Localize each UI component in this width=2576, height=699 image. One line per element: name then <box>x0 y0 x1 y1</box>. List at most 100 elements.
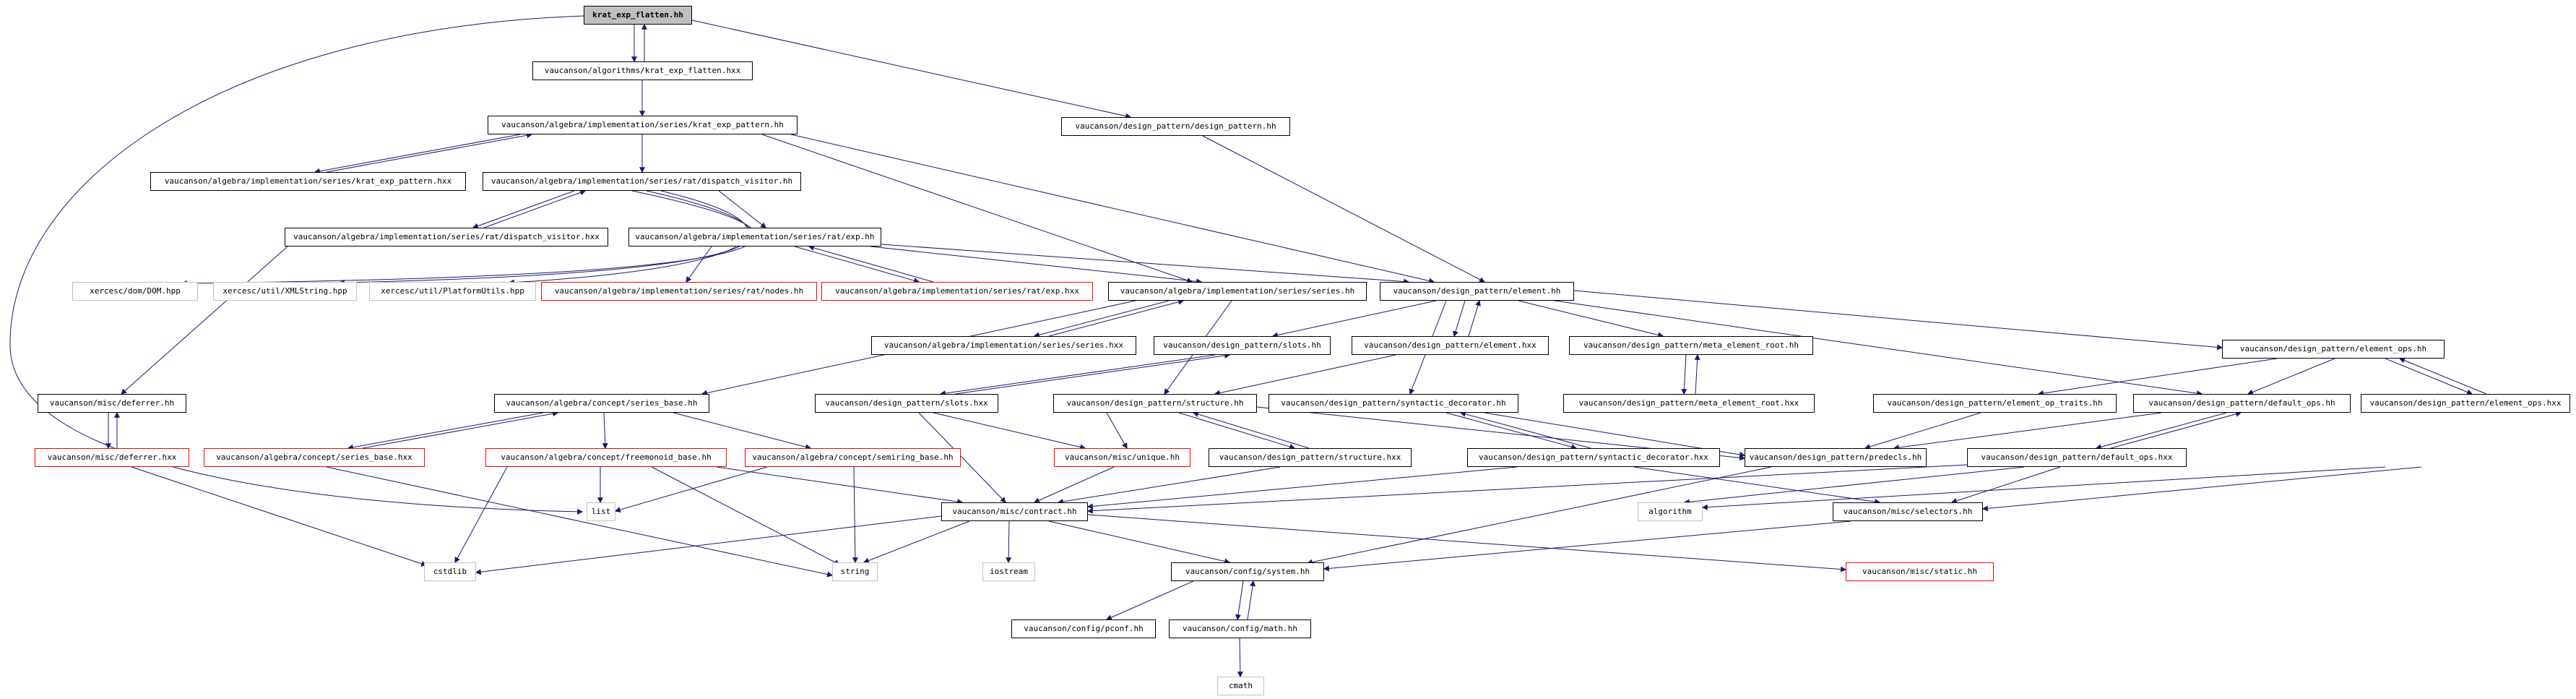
graph-node-meta_root_hh[interactable]: vaucanson/design_pattern/meta_element_ro… <box>1569 336 1813 355</box>
graph-node-selectors_hh[interactable]: vaucanson/misc/selectors.hh <box>1833 502 1983 521</box>
include-edge-dispatch_hxx-to-dispatch_hh <box>483 189 587 228</box>
include-edge-structure_hh-to-unique_hh <box>1106 412 1128 450</box>
include-edge-default_ops_hh-to-default_ops_hxx <box>2095 412 2227 450</box>
graph-node-deferrer_hh[interactable]: vaucanson/misc/deferrer.hh <box>38 394 186 413</box>
graph-node-element_hxx[interactable]: vaucanson/design_pattern/element.hxx <box>1352 336 1549 355</box>
graph-node-static_hh[interactable]: vaucanson/misc/static.hh <box>1846 562 1994 581</box>
graph-node-system_hh[interactable]: vaucanson/config/system.hh <box>1171 562 1324 581</box>
include-edge-system_hh-to-math_hh <box>1235 580 1244 621</box>
include-edge-element_ops_hxx-to-element_ops_hh <box>2398 357 2487 395</box>
include-edge-system_hh-to-pconf_hh <box>1105 580 1194 620</box>
include-edge-pattern_hh-to-series_hh <box>761 134 1193 283</box>
graph-node-pconf_hh[interactable]: vaucanson/config/pconf.hh <box>1011 619 1156 638</box>
include-edge-series_base_hh-to-freemonoid_hh <box>602 412 608 450</box>
graph-node-op_traits_hh[interactable]: vaucanson/design_pattern/element_op_trai… <box>1873 394 2117 413</box>
graph-node-contract_hh[interactable]: vaucanson/misc/contract.hh <box>941 502 1088 521</box>
include-edge-series_hxx-to-series_hh <box>1048 299 1185 337</box>
graph-node-element_hh[interactable]: vaucanson/design_pattern/element.hh <box>1380 282 1574 301</box>
graph-node-slots_hxx[interactable]: vaucanson/design_pattern/slots.hxx <box>815 394 998 413</box>
include-edge-element_ops_hxx-to-selectors_hh <box>1981 466 2422 512</box>
include-edge-slots_hxx-to-unique_hh <box>933 412 1086 450</box>
include-edge-contract_hh-to-cstdlib <box>475 515 942 575</box>
graph-node-algorithm: algorithm <box>1638 502 1703 521</box>
graph-node-dispatch_hh[interactable]: vaucanson/algebra/implementation/series/… <box>483 172 801 191</box>
graph-node-exp_hxx[interactable]: vaucanson/algebra/implementation/series/… <box>821 282 1093 301</box>
include-edge-unique_hh-to-contract_hh <box>1033 466 1115 503</box>
graph-node-default_ops_hh[interactable]: vaucanson/design_pattern/default_ops.hh <box>2133 394 2351 413</box>
graph-node-series_base_hxx[interactable]: vaucanson/algebra/concept/series_base.hx… <box>204 448 425 467</box>
graph-node-string: string <box>832 562 878 581</box>
graph-node-dom_hpp: xercesc/dom/DOM.hpp <box>72 282 198 301</box>
include-edge-default_ops_hxx-to-contract_hh <box>1086 464 1968 514</box>
graph-node-predecls_hh[interactable]: vaucanson/design_pattern/predecls.hh <box>1745 448 1927 467</box>
include-edge-series_hh-to-series_hxx <box>1033 300 1170 338</box>
graph-node-series_hxx[interactable]: vaucanson/algebra/implementation/series/… <box>871 336 1136 355</box>
include-edge-contract_hh-to-static_hh <box>1087 514 1847 573</box>
graph-node-element_ops_hxx[interactable]: vaucanson/design_pattern/element_ops.hxx <box>2361 394 2570 413</box>
graph-node-pattern_hh[interactable]: vaucanson/algebra/implementation/series/… <box>488 116 798 134</box>
graph-node-dispatch_hxx[interactable]: vaucanson/algebra/implementation/series/… <box>285 228 608 246</box>
include-edge-structure_hh-to-structure_hxx <box>1178 412 1296 450</box>
include-edge-element_hh-to-meta_root_hh <box>1518 300 1664 338</box>
graph-node-slots_hh[interactable]: vaucanson/design_pattern/slots.hh <box>1154 336 1331 355</box>
include-edge-meta_root_hxx-to-meta_root_hh <box>1694 353 1700 395</box>
graph-node-math_hh[interactable]: vaucanson/config/math.hh <box>1169 619 1311 638</box>
include-edge-element_ops_hh-to-default_ops_hh <box>2247 358 2335 395</box>
include-edge-dispatch_hh-to-xmlstring_hpp <box>338 190 753 286</box>
include-edge-semiring_hh-to-list <box>614 466 768 513</box>
include-edge-slots_hxx-to-slots_hh <box>954 352 1231 395</box>
graph-node-structure_hxx[interactable]: vaucanson/design_pattern/structure.hxx <box>1209 448 1412 467</box>
graph-node-exp_hh[interactable]: vaucanson/algebra/implementation/series/… <box>628 228 881 246</box>
graph-node-meta_root_hxx[interactable]: vaucanson/design_pattern/meta_element_ro… <box>1563 394 1815 413</box>
graph-node-unique_hh[interactable]: vaucanson/misc/unique.hh <box>1054 448 1190 467</box>
include-edge-pattern_hh-to-element_hh <box>790 134 1435 284</box>
include-edge-structure_hxx-to-contract_hh <box>1057 466 1281 505</box>
include-edge-freemonoid_hh-to-cstdlib <box>454 466 508 564</box>
include-edge-contract_hh-to-system_hh <box>1048 520 1231 565</box>
include-edge-slots_hxx-to-contract_hh <box>918 412 1006 503</box>
include-edge-default_ops_hxx-to-selectors_hh <box>1950 466 2061 504</box>
include-edge-element_hh-to-element_hxx <box>1453 300 1466 338</box>
include-edge-pattern_hh-to-pattern_hxx <box>314 134 521 174</box>
graph-node-flatten_hxx[interactable]: vaucanson/algorithms/krat_exp_flatten.hx… <box>532 61 753 80</box>
include-edge-element_hxx-to-element_hh <box>1468 299 1481 337</box>
graph-node-pattern_hxx[interactable]: vaucanson/algebra/implementation/series/… <box>150 172 466 191</box>
include-edge-exp_hxx-to-exp_hh <box>808 245 934 283</box>
include-edge-contract_hh-to-string <box>863 520 970 564</box>
include-edge-dispatch_hh-to-dom_hpp <box>181 190 756 286</box>
include-edge-semiring_hh-to-string <box>852 466 858 564</box>
include-edge-syn_dec_hxx-to-contract_hh <box>1086 466 1518 510</box>
include-edge-element_hh-to-element_ops_hh <box>1573 290 2223 351</box>
include-edge-design_pattern_hh-to-element_hh <box>1202 135 1486 283</box>
graph-node-element_ops_hh[interactable]: vaucanson/design_pattern/element_ops.hh <box>2222 340 2445 359</box>
include-edge-series_base_hh-to-semiring_hh <box>673 412 812 450</box>
include-edge-exp_hh-to-element_hh <box>881 244 1410 285</box>
graph-node-structure_hh[interactable]: vaucanson/design_pattern/structure.hh <box>1053 394 1257 413</box>
include-edge-syn_dec_hxx-to-selectors_hh <box>1633 466 1881 505</box>
graph-node-syn_dec_hh[interactable]: vaucanson/design_pattern/syntactic_decor… <box>1268 394 1518 413</box>
graph-node-cmath: cmath <box>1217 677 1264 695</box>
graph-node-xmlstring_hpp: xercesc/util/XMLString.hpp <box>213 282 357 301</box>
graph-node-semiring_hh[interactable]: vaucanson/algebra/concept/semiring_base.… <box>745 448 961 467</box>
graph-node-cstdlib: cstdlib <box>424 562 476 581</box>
include-edge-flatten_hh-to-list <box>9 15 584 515</box>
graph-node-nodes_hh[interactable]: vaucanson/algebra/implementation/series/… <box>541 282 817 301</box>
include-edge-series_base_hxx-to-series_base_hh <box>362 411 559 449</box>
graph-node-deferrer_hxx[interactable]: vaucanson/misc/deferrer.hxx <box>35 448 189 467</box>
include-edge-element_hh-to-default_ops_hh <box>1554 300 2203 396</box>
graph-node-syn_dec_hxx[interactable]: vaucanson/design_pattern/syntactic_decor… <box>1467 448 1720 467</box>
include-edge-element_hh-to-slots_hh <box>1271 300 1437 338</box>
include-edge-dispatch_hh-to-dispatch_hxx <box>472 190 575 229</box>
graph-node-design_pattern_hh[interactable]: vaucanson/design_pattern/design_pattern.… <box>1061 117 1290 136</box>
include-edge-deferrer_hxx-to-cstdlib <box>131 466 428 567</box>
include-edge-freemonoid_hh-to-string <box>651 466 841 565</box>
include-edge-meta_root_hh-to-meta_root_hxx <box>1681 354 1687 395</box>
graph-node-freemonoid_hh[interactable]: vaucanson/algebra/concept/freemonoid_bas… <box>485 448 727 467</box>
graph-node-series_hh[interactable]: vaucanson/algebra/implementation/series/… <box>1108 282 1367 301</box>
include-edge-default_ops_hh-to-predecls_hh <box>1893 412 2162 451</box>
graph-node-default_ops_hxx[interactable]: vaucanson/design_pattern/default_ops.hxx <box>1967 448 2187 467</box>
include-edge-dispatch_hh-to-exp_hh <box>718 190 766 228</box>
graph-node-series_base_hh[interactable]: vaucanson/algebra/concept/series_base.hh <box>494 394 709 413</box>
